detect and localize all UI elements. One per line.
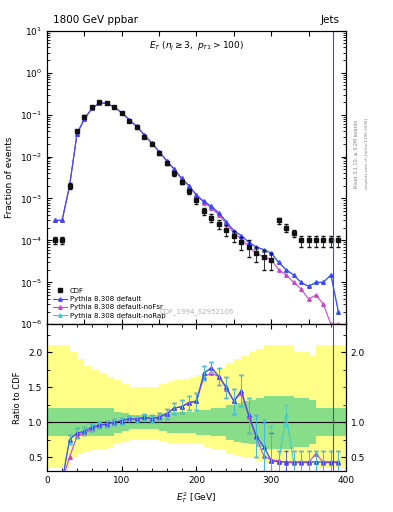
Text: Jets: Jets bbox=[321, 15, 340, 25]
Y-axis label: Fraction of events: Fraction of events bbox=[5, 137, 14, 218]
Text: CDF_1994_S2952106: CDF_1994_S2952106 bbox=[159, 309, 234, 315]
X-axis label: $E_T^2$ [GeV]: $E_T^2$ [GeV] bbox=[176, 490, 217, 505]
Legend: CDF, Pythia 8.308 default, Pythia 8.308 default-noFsr, Pythia 8.308 default-noRa: CDF, Pythia 8.308 default, Pythia 8.308 … bbox=[51, 286, 168, 321]
Text: 1800 GeV ppbar: 1800 GeV ppbar bbox=[53, 15, 138, 25]
Text: $E_T\ (n_j \geq 3,\ p_{T1}>100)$: $E_T\ (n_j \geq 3,\ p_{T1}>100)$ bbox=[149, 39, 244, 53]
Y-axis label: Ratio to CDF: Ratio to CDF bbox=[13, 371, 22, 424]
Text: Rivet 3.1.10, ≥ 3.2M events: Rivet 3.1.10, ≥ 3.2M events bbox=[354, 119, 359, 188]
Text: mcplots.cern.ch [arXiv:1306.3436]: mcplots.cern.ch [arXiv:1306.3436] bbox=[365, 118, 369, 189]
